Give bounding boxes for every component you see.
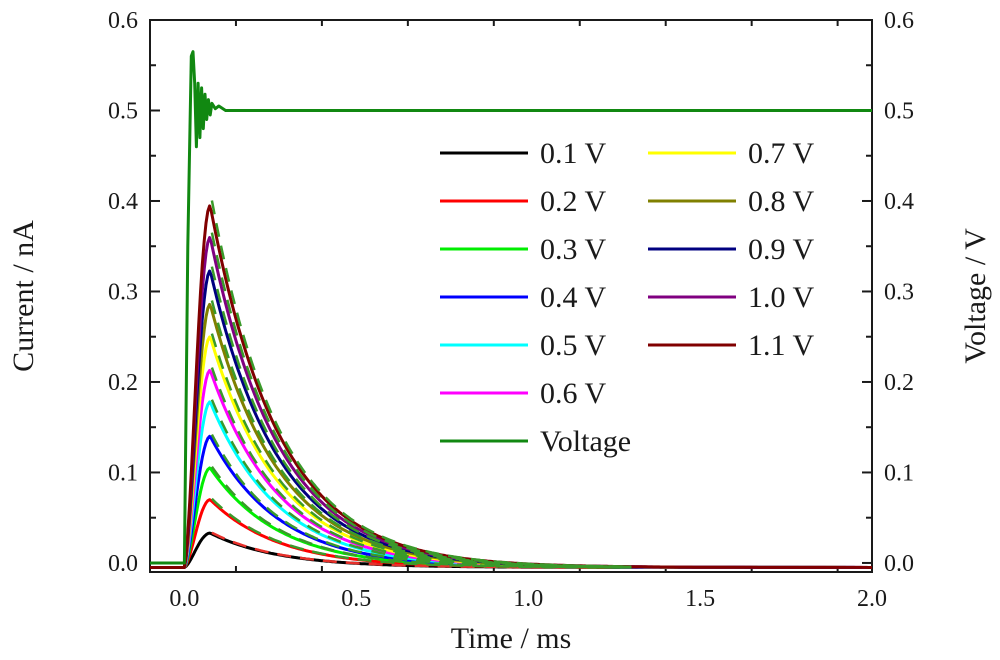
- legend-entry-0-5-v: 0.5 V: [440, 329, 606, 362]
- legend-entry-0-4-v: 0.4 V: [440, 281, 606, 314]
- left-y-tick-label: 0.6: [108, 8, 138, 34]
- legend-entry-0-3-v: 0.3 V: [440, 233, 606, 266]
- legend-label: 0.4 V: [540, 281, 606, 314]
- right-y-tick-label: 0.6: [884, 8, 914, 34]
- series-layer: [150, 50, 872, 569]
- fit-line-0-9-v: [210, 266, 632, 569]
- legend-label: 0.3 V: [540, 233, 606, 266]
- y2-axis-title: Voltage / V: [959, 228, 992, 364]
- legend-entry-0-1-v: 0.1 V: [440, 137, 606, 170]
- x-tick-label: 0.0: [169, 586, 199, 612]
- y-axis-title: Current / nA: [7, 220, 40, 372]
- right-y-tick-label: 0.4: [884, 189, 914, 215]
- legend: 0.1 V 0.2 V 0.3 V 0.4 V 0.5 V 0.6 V Voltage 0.7…: [440, 137, 814, 458]
- legend-label: 0.8 V: [748, 185, 814, 218]
- legend-label: 0.1 V: [540, 137, 606, 170]
- series-line-0-9-v: [150, 269, 872, 569]
- legend-label: 0.2 V: [540, 185, 606, 218]
- legend-label: 0.9 V: [748, 233, 814, 266]
- x-tick-label: 0.5: [341, 586, 371, 612]
- legend-label: 1.1 V: [748, 329, 814, 362]
- right-y-tick-label: 0.2: [884, 370, 914, 396]
- right-y-tick-label: 0.0: [884, 551, 914, 577]
- legend-entry-0-2-v: 0.2 V: [440, 185, 606, 218]
- x-tick-label: 1.0: [513, 586, 543, 612]
- left-y-tick-label: 0.4: [108, 189, 138, 215]
- legend-entry-voltage: Voltage: [440, 425, 631, 458]
- right-y-tick-label: 0.3: [884, 279, 914, 305]
- legend-label: Voltage: [540, 425, 631, 458]
- legend-entry-0-9-v: 0.9 V: [648, 233, 814, 266]
- y-axis-right: 0.0 0.1 0.2 0.3 0.4 0.5 0.6: [862, 8, 914, 577]
- series-line-0-5-v: [150, 400, 872, 569]
- x-tick-label: 2.0: [857, 586, 887, 612]
- y-axis-left: 0.0 0.1 0.2 0.3 0.4 0.5 0.6: [108, 8, 160, 577]
- legend-entry-0-6-v: 0.6 V: [440, 377, 606, 410]
- legend-entry-1-1-v: 1.1 V: [648, 329, 814, 362]
- legend-entry-0-7-v: 0.7 V: [648, 137, 814, 170]
- legend-label: 0.7 V: [748, 137, 814, 170]
- left-y-tick-label: 0.1: [108, 460, 138, 486]
- right-y-tick-label: 0.1: [884, 460, 914, 486]
- right-y-tick-label: 0.5: [884, 98, 914, 124]
- x-axis: 0.0 0.5 1.0 1.5 2.0: [149, 20, 887, 612]
- left-y-tick-label: 0.2: [108, 370, 138, 396]
- left-y-tick-label: 0.0: [108, 551, 138, 577]
- legend-label: 0.5 V: [540, 329, 606, 362]
- x-axis-title: Time / ms: [451, 622, 572, 655]
- x-tick-label: 1.5: [685, 586, 715, 612]
- left-y-tick-label: 0.5: [108, 98, 138, 124]
- legend-label: 1.0 V: [748, 281, 814, 314]
- plot-frame: [149, 19, 873, 573]
- series-line-0-4-v: [150, 434, 872, 569]
- legend-entry-0-8-v: 0.8 V: [648, 185, 814, 218]
- legend-entry-1-0-v: 1.0 V: [648, 281, 814, 314]
- left-y-tick-label: 0.3: [108, 279, 138, 305]
- legend-label: 0.6 V: [540, 377, 606, 410]
- series-line-voltage: [150, 50, 872, 565]
